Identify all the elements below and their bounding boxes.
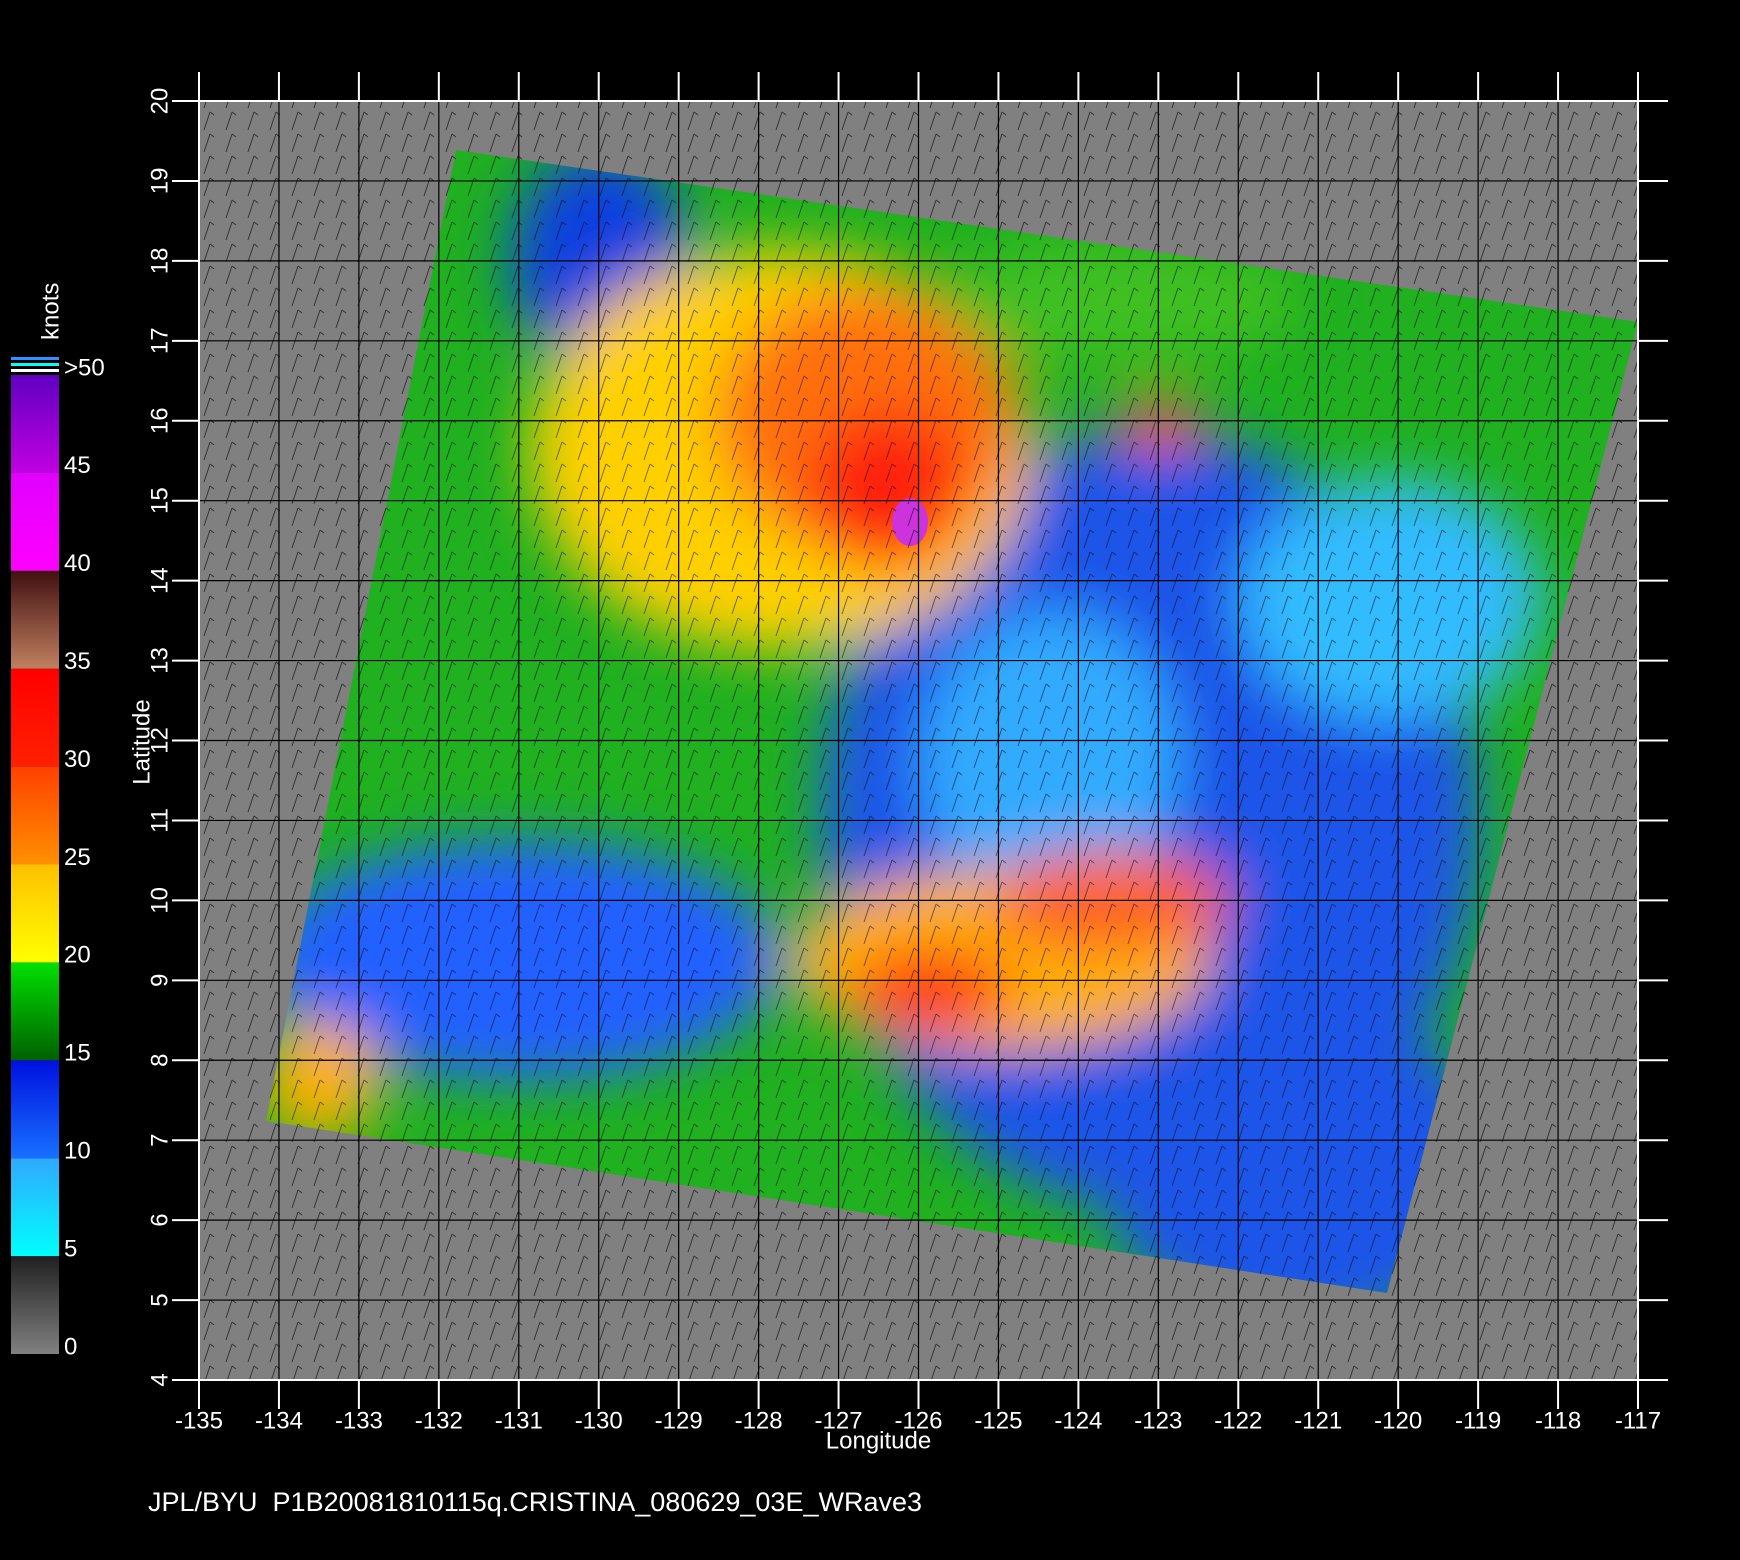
colorbar-segment bbox=[11, 472, 59, 571]
colorbar-tick-label: 20 bbox=[64, 942, 91, 969]
x-tick-label: -132 bbox=[415, 1407, 463, 1434]
colorbar-tick-label: 15 bbox=[64, 1040, 91, 1067]
x-tick-label: -123 bbox=[1134, 1407, 1182, 1434]
y-axis-label: Latitude bbox=[128, 699, 155, 784]
y-tick-label: 20 bbox=[146, 88, 173, 115]
x-tick-label: -117 bbox=[1615, 1407, 1661, 1434]
y-tick-label: 5 bbox=[146, 1293, 173, 1306]
x-tick-label: -135 bbox=[175, 1407, 223, 1434]
y-tick-label: 10 bbox=[146, 887, 173, 914]
y-tick-label: 17 bbox=[146, 327, 173, 354]
y-tick-label: 13 bbox=[146, 647, 173, 674]
x-tick-label: -122 bbox=[1214, 1407, 1262, 1434]
x-tick-label: -118 bbox=[1535, 1407, 1581, 1434]
y-tick-label: 8 bbox=[146, 1054, 173, 1067]
colorbar-tick-label: 40 bbox=[64, 550, 91, 577]
colorbar-segment bbox=[11, 766, 59, 865]
colorbar-tick-label: >50 bbox=[64, 354, 105, 381]
colorbar-tick-label: 45 bbox=[64, 452, 91, 479]
colorbar-tick-label: 5 bbox=[64, 1235, 77, 1262]
y-tick-label: 11 bbox=[146, 808, 173, 833]
colorbar-label: knots bbox=[37, 283, 64, 340]
x-tick-label: -127 bbox=[815, 1407, 863, 1434]
x-tick-label: -131 bbox=[495, 1407, 543, 1434]
colorbar-tick-label: 0 bbox=[64, 1333, 77, 1360]
y-tick-label: 4 bbox=[146, 1373, 173, 1386]
y-tick-label: 18 bbox=[146, 248, 173, 275]
y-tick-label: 16 bbox=[146, 407, 173, 434]
colorbar-segment bbox=[11, 1256, 59, 1354]
colorbar-segment bbox=[11, 668, 59, 767]
x-tick-label: -125 bbox=[974, 1407, 1022, 1434]
x-tick-label: -128 bbox=[735, 1407, 783, 1434]
y-tick-label: 19 bbox=[146, 168, 173, 195]
x-tick-label: -124 bbox=[1054, 1407, 1102, 1434]
colorbar-cap bbox=[11, 363, 59, 366]
y-tick-label: 14 bbox=[146, 567, 173, 594]
colorbar-segment bbox=[11, 375, 59, 473]
colorbar-tick-label: 10 bbox=[64, 1138, 91, 1165]
x-tick-label: -120 bbox=[1374, 1407, 1422, 1434]
x-tick-label: -130 bbox=[575, 1407, 623, 1434]
y-tick-label: 12 bbox=[146, 727, 173, 754]
y-tick-label: 6 bbox=[146, 1213, 173, 1226]
x-axis-label: Longitude bbox=[826, 1427, 931, 1454]
x-tick-label: -126 bbox=[894, 1407, 942, 1434]
colorbar-tick-label: 30 bbox=[64, 746, 91, 773]
colorbar-segment bbox=[11, 962, 59, 1061]
colorbar-cap bbox=[11, 369, 59, 372]
x-tick-label: -133 bbox=[335, 1407, 383, 1434]
y-tick-label: 9 bbox=[146, 974, 173, 987]
x-tick-label: -121 bbox=[1294, 1407, 1342, 1434]
footer: JPL/BYU P1B20081810115q.CRISTINA_080629_… bbox=[148, 1487, 922, 1517]
colorbar-segment bbox=[11, 1060, 59, 1159]
y-tick-label: 15 bbox=[146, 487, 173, 514]
y-tick-label: 7 bbox=[146, 1134, 173, 1147]
x-tick-label: -119 bbox=[1455, 1407, 1501, 1434]
colorbar-tick-label: 35 bbox=[64, 648, 91, 675]
colorbar-segment bbox=[11, 864, 59, 963]
colorbar-cap bbox=[11, 357, 59, 360]
colorbar-tick-label: 25 bbox=[64, 844, 91, 871]
colorbar-segment bbox=[11, 570, 59, 669]
colorbar-segment bbox=[11, 1158, 59, 1257]
x-tick-label: -129 bbox=[655, 1407, 703, 1434]
x-tick-label: -134 bbox=[255, 1407, 303, 1434]
